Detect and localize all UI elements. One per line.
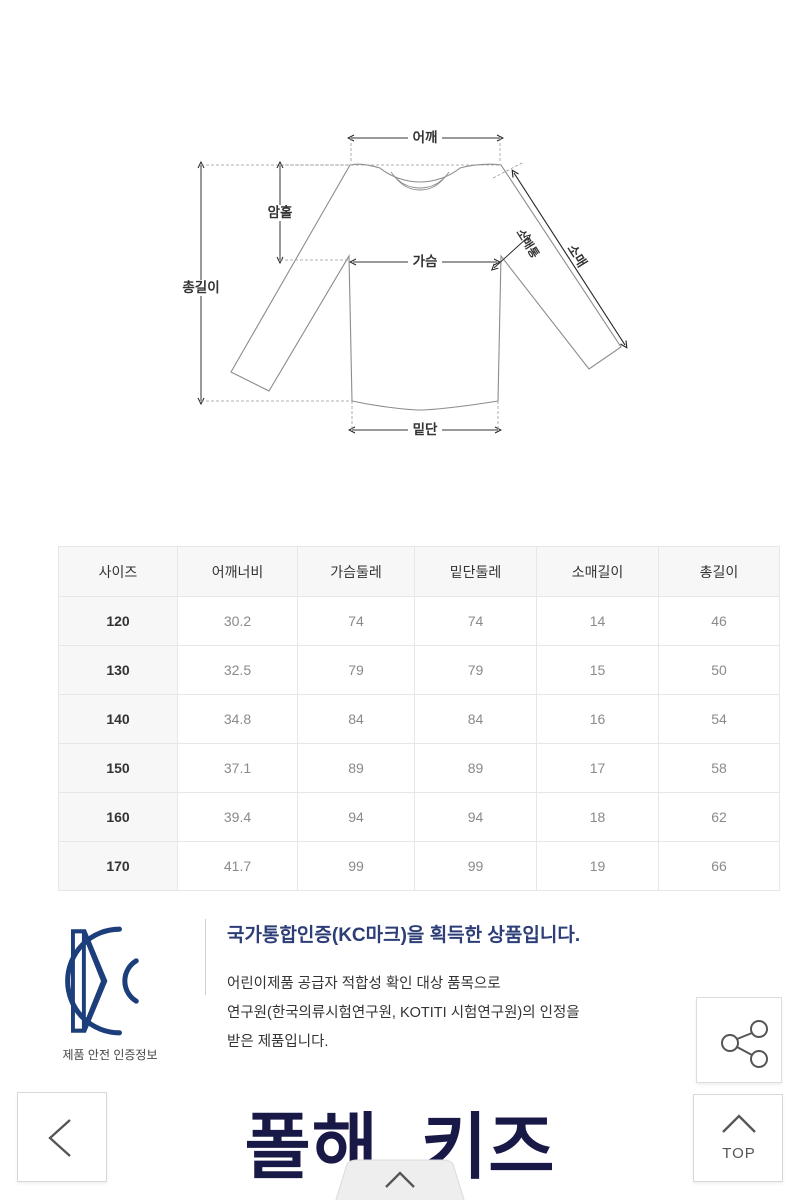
svg-text:어깨: 어깨 bbox=[413, 129, 438, 145]
svg-text:암홀: 암홀 bbox=[268, 204, 293, 220]
svg-text:가슴: 가슴 bbox=[413, 254, 438, 269]
svg-text:소매통: 소매통 bbox=[513, 226, 542, 261]
svg-text:총길이: 총길이 bbox=[182, 279, 219, 295]
svg-text:소매: 소매 bbox=[564, 242, 589, 270]
svg-text:밑단: 밑단 bbox=[413, 421, 438, 437]
svg-text:TOP: TOP bbox=[722, 1145, 756, 1162]
